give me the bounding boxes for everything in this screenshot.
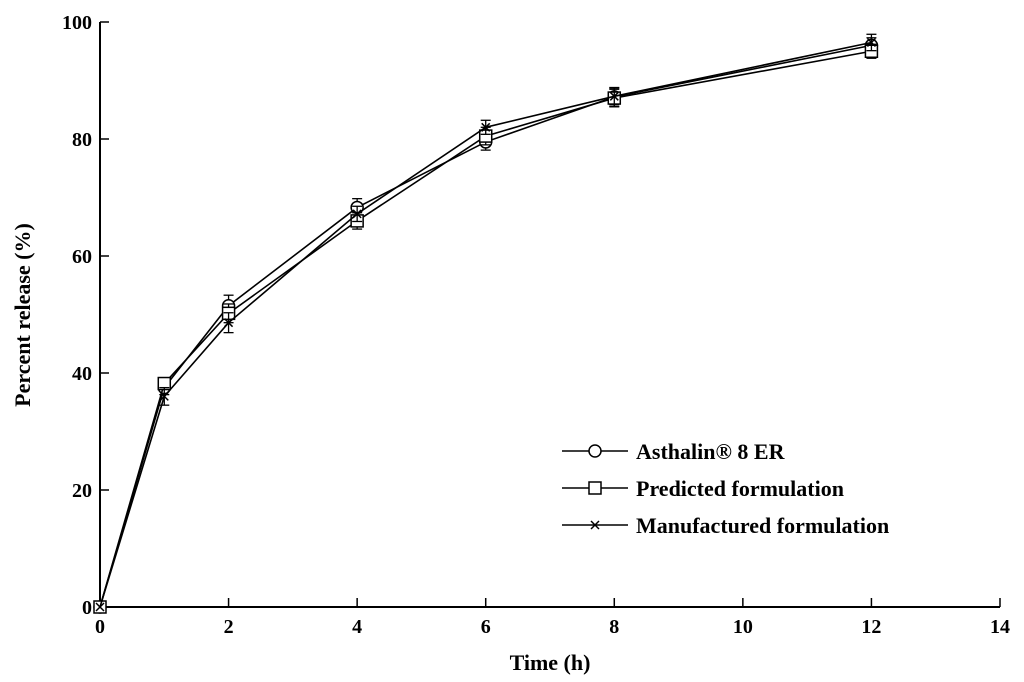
series-x (95, 33, 877, 612)
legend-item: Manufactured formulation (562, 513, 889, 538)
y-tick-label: 0 (82, 597, 92, 619)
y-tick-label: 20 (72, 480, 92, 502)
x-tick-label: 12 (861, 616, 881, 638)
x-tick-label: 14 (990, 616, 1010, 638)
x-tick-label: 10 (733, 616, 753, 638)
x-axis-title: Time (h) (510, 650, 591, 675)
x-tick-label: 0 (95, 616, 105, 638)
axes (99, 22, 1000, 608)
legend-label: Manufactured formulation (636, 513, 889, 538)
legend-marker (588, 444, 602, 458)
legend-label: Predicted formulation (636, 476, 844, 501)
y-tick-label: 40 (72, 363, 92, 385)
legend-label: Asthalin® 8 ER (636, 439, 786, 464)
y-axis-title: Percent release (%) (10, 223, 35, 407)
legend: Asthalin® 8 ER Predicted formulation Manuf… (562, 439, 889, 538)
data-point (95, 602, 105, 612)
x-tick-label: 6 (481, 616, 491, 638)
data-point (159, 391, 169, 401)
data-point (352, 209, 362, 219)
data-point (224, 318, 234, 328)
data-point (866, 37, 876, 48)
x-tick-label: 2 (224, 616, 234, 638)
ticks: 0 2 4 6 8 10 12 14 0 20 40 60 80 100 (62, 12, 1010, 638)
legend-marker (590, 520, 600, 530)
series-layer (93, 33, 879, 614)
y-tick-label: 100 (62, 12, 92, 34)
legend-item: Predicted formulation (562, 476, 844, 501)
legend-item: Asthalin® 8 ER (562, 439, 786, 464)
data-point (481, 122, 491, 132)
x-tick-label: 4 (352, 616, 362, 638)
y-tick-label: 80 (72, 129, 92, 151)
y-tick-label: 60 (72, 246, 92, 268)
legend-marker (588, 481, 602, 495)
x-tick-label: 8 (609, 616, 619, 638)
data-point (609, 91, 619, 101)
